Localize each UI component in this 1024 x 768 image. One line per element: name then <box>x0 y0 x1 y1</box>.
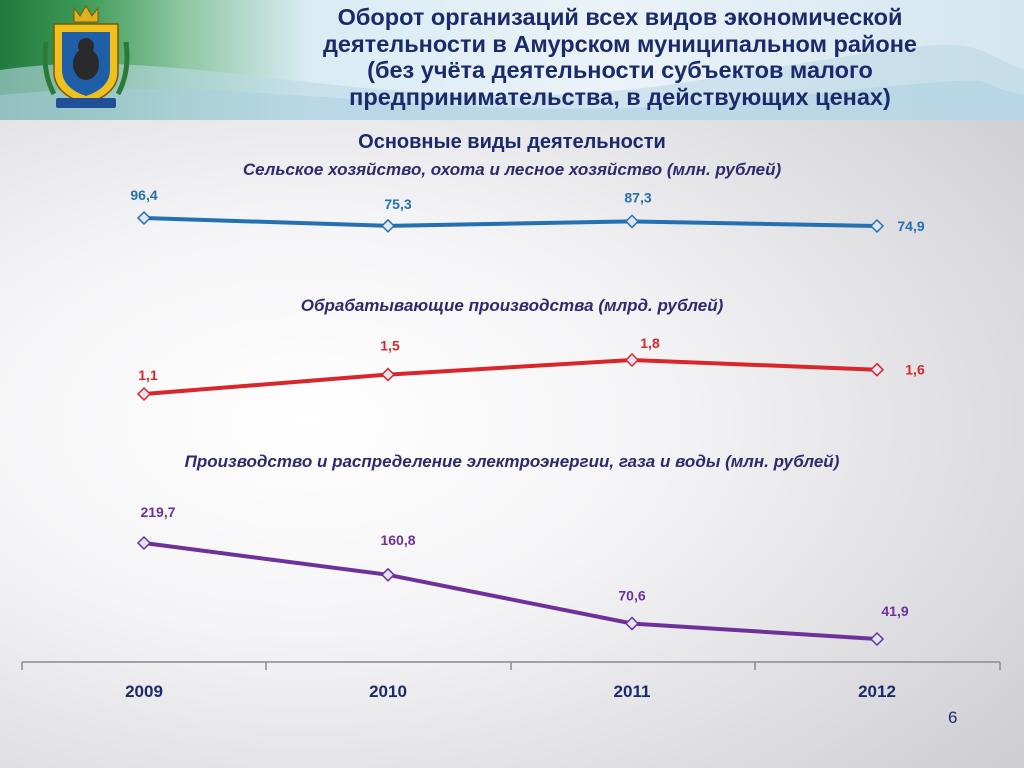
title-line-2: деятельности в Амурском муниципальном ра… <box>322 30 918 57</box>
data-label: 74,9 <box>897 218 924 234</box>
x-tick-label: 2010 <box>369 682 407 701</box>
x-tick-label: 2011 <box>614 682 651 701</box>
slide-title: Оборот организаций всех видов экономичес… <box>230 4 1010 110</box>
series-line-0 <box>142 216 879 228</box>
data-label: 219,7 <box>140 504 175 520</box>
data-label: 1,1 <box>138 367 158 383</box>
series-line-2 <box>142 541 879 641</box>
data-point-marker <box>869 362 885 377</box>
data-point-marker <box>136 535 152 551</box>
data-point-marker <box>380 218 396 233</box>
data-point-marker <box>869 631 885 647</box>
data-label: 41,9 <box>881 603 908 619</box>
title-line-1: Оборот организаций всех видов экономичес… <box>337 4 903 30</box>
data-point-marker <box>624 616 640 631</box>
title-line-4: предпринимательства, в действующих ценах… <box>349 83 891 110</box>
banner-wave-decoration <box>0 45 1024 120</box>
data-point-marker <box>869 218 885 234</box>
data-label: 70,6 <box>618 588 645 604</box>
data-point-marker <box>624 352 640 368</box>
data-label: 1,6 <box>905 362 925 378</box>
x-tick-label: 2009 <box>125 682 163 701</box>
section-title: Основные виды деятельности <box>358 131 666 153</box>
series-line-1 <box>142 358 879 396</box>
series-title-energy: Производство и распределение электроэнер… <box>184 452 840 471</box>
data-label: 96,4 <box>130 187 157 203</box>
data-point-marker <box>136 210 152 226</box>
data-label: 1,5 <box>380 338 400 354</box>
series-title-agriculture: Сельское хозяйство, охота и лесное хозяй… <box>242 160 782 179</box>
data-label: 160,8 <box>380 532 415 548</box>
data-label: 75,3 <box>384 196 411 212</box>
series-title-manufacturing: Обрабатывающие производства (млрд. рубле… <box>300 296 724 315</box>
data-label: 1,8 <box>640 335 660 351</box>
header-banner <box>0 0 1024 120</box>
data-point-marker <box>380 367 396 382</box>
data-point-marker <box>624 214 640 229</box>
x-tick-label: 2012 <box>858 682 896 701</box>
title-line-3: (без учёта деятельности субъектов малого <box>367 57 873 83</box>
page-number: 6 <box>948 708 958 727</box>
data-point-marker <box>136 386 152 402</box>
data-point-marker <box>380 567 396 582</box>
khabarovsk-krai-coat-of-arms-icon <box>42 5 130 108</box>
data-label: 87,3 <box>624 189 651 205</box>
